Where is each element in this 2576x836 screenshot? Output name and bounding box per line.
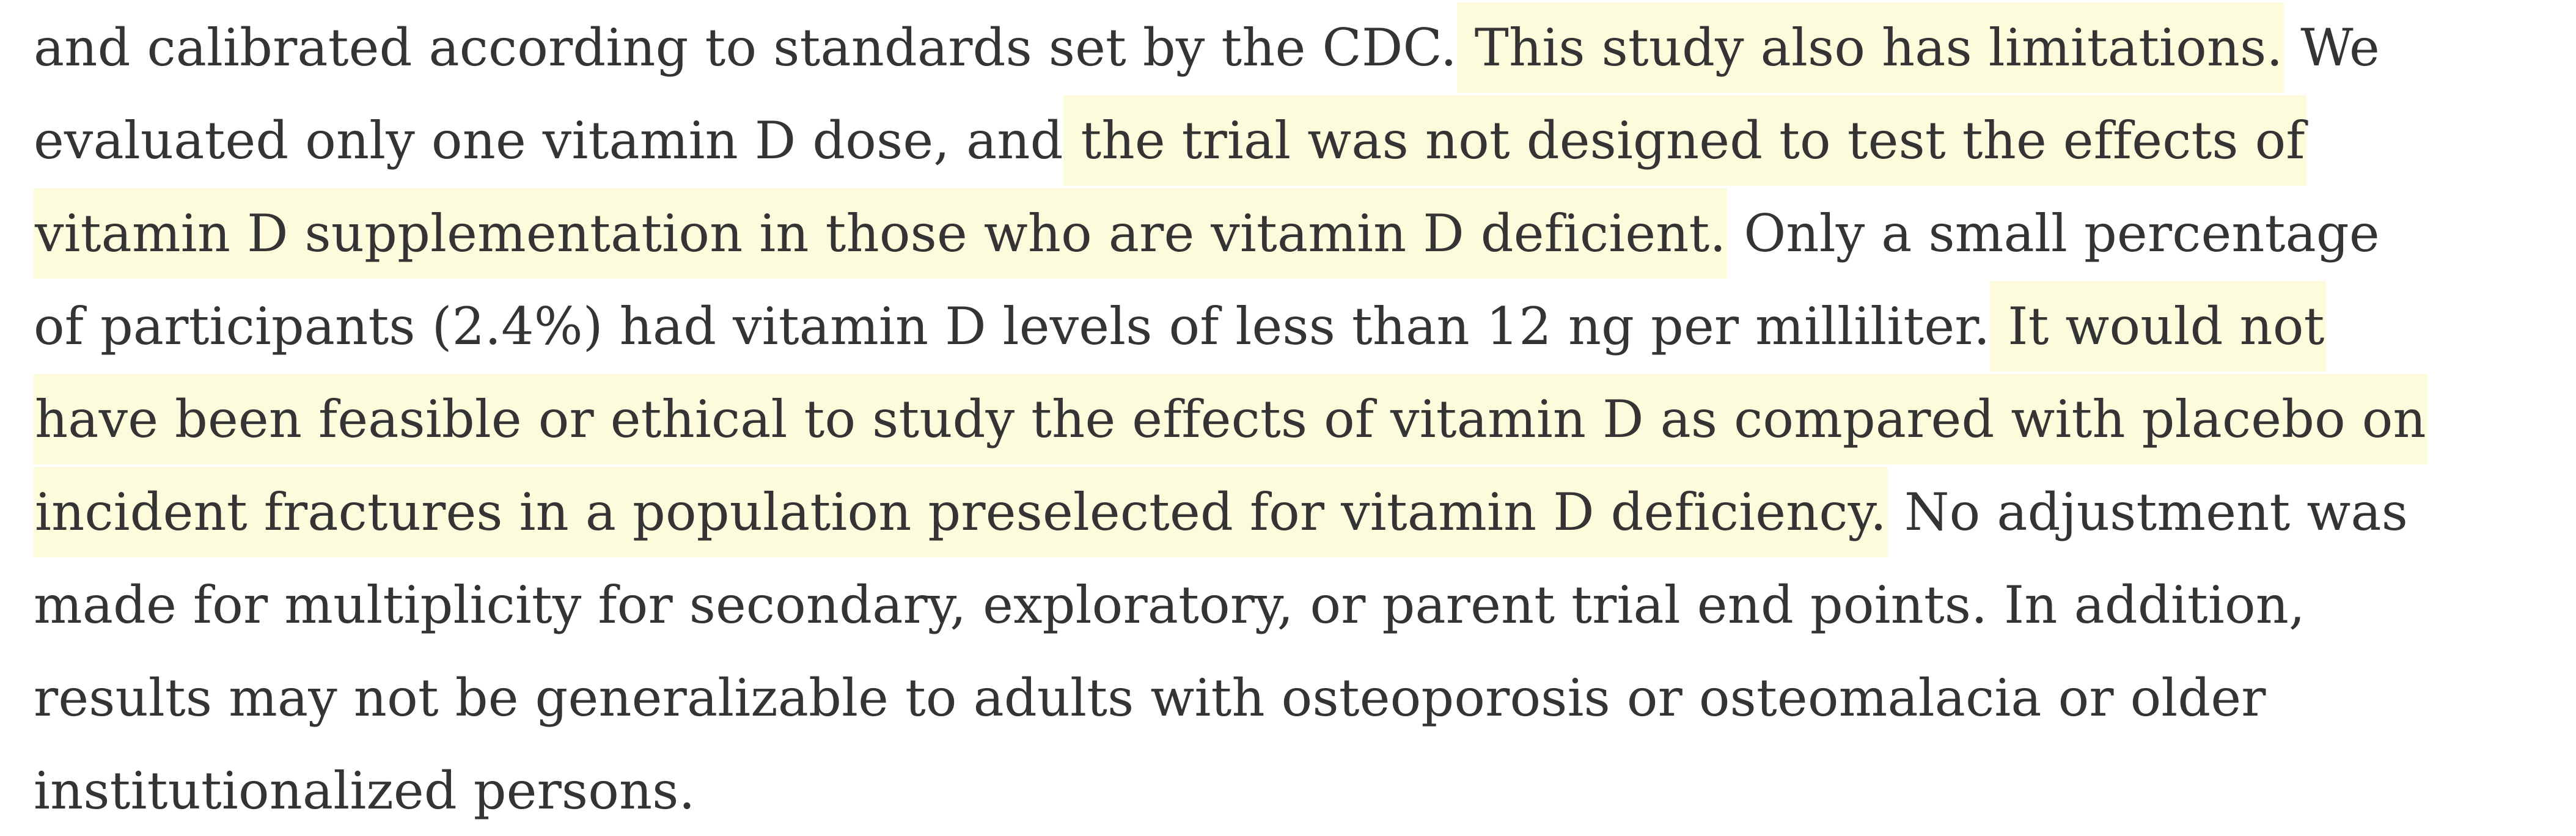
- highlighted-text: have been feasible or ethical to study t…: [34, 374, 2427, 464]
- text-segment: results may not be generalizable to adul…: [34, 668, 2266, 728]
- highlighted-text: vitamin D supplementation in those who a…: [34, 188, 1728, 279]
- text-line: results may not be generalizable to adul…: [34, 651, 2576, 744]
- text-segment: institutionalized persons.: [34, 761, 695, 821]
- highlighted-text: the trial was not designed to test the e…: [1063, 95, 2306, 186]
- text-line: made for multiplicity for secondary, exp…: [34, 559, 2576, 651]
- text-segment: No adjustment was: [1888, 482, 2409, 542]
- text-line: incident fractures in a population prese…: [34, 466, 2576, 559]
- text-segment: We: [2284, 18, 2380, 78]
- text-segment: and calibrated according to standards se…: [34, 18, 1457, 78]
- text-segment: made for multiplicity for secondary, exp…: [34, 575, 2305, 635]
- text-segment: of participants (2.4%) had vitamin D lev…: [34, 296, 1991, 356]
- text-line: vitamin D supplementation in those who a…: [34, 187, 2576, 280]
- text-line: have been feasible or ethical to study t…: [34, 373, 2576, 466]
- text-line: of participants (2.4%) had vitamin D lev…: [34, 280, 2576, 373]
- text-line: and calibrated according to standards se…: [34, 1, 2576, 94]
- highlighted-text: It would not: [1990, 281, 2326, 372]
- highlighted-text: incident fractures in a population prese…: [34, 467, 1888, 557]
- text-line: institutionalized persons.: [34, 744, 2576, 836]
- text-segment: Only a small percentage: [1727, 204, 2380, 263]
- highlighted-text: This study also has limitations.: [1456, 2, 2284, 93]
- text-segment: evaluated only one vitamin D dose, and: [34, 111, 1063, 170]
- paragraph: and calibrated according to standards se…: [34, 1, 2576, 836]
- text-line: evaluated only one vitamin D dose, and t…: [34, 94, 2576, 187]
